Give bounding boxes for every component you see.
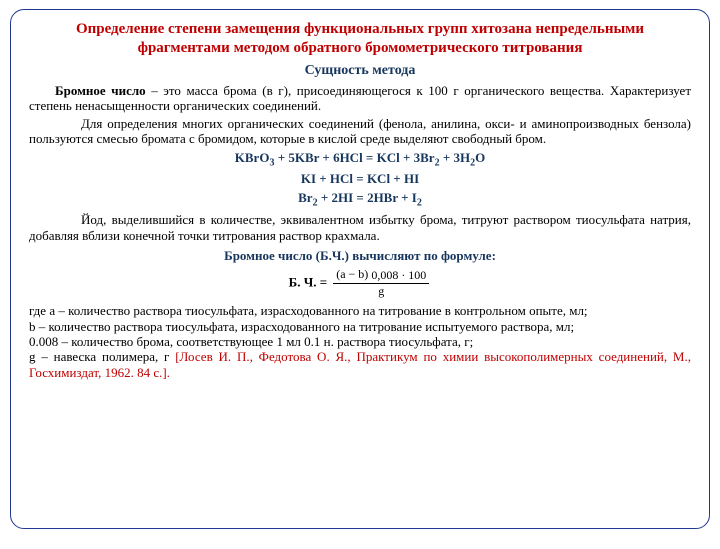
def-g-lead: g – навеска полимера, г: [29, 349, 175, 364]
title-line-1: Определение степени замещения функционал…: [76, 21, 644, 37]
def-c: 0.008 – количество брома, соответствующе…: [29, 334, 691, 349]
section-subtitle: Сущность метода: [29, 63, 691, 79]
paragraph-bromine-number-def: Бромное число – это масса брома (в г), п…: [29, 83, 691, 114]
paragraph-iodine: Йод, выделившийся в количестве, эквивале…: [29, 212, 691, 243]
slide-frame: Определение степени замещения функционал…: [10, 9, 710, 529]
equation-3: Br2 + 2HI = 2HBr + I2: [29, 190, 691, 209]
formula-label: Б. Ч. =: [289, 275, 328, 290]
formula-block: Б. Ч. = (a − b) 0,008 · 100 g: [29, 268, 691, 297]
title-line-2: фрагментами методом обратного бромометри…: [138, 40, 583, 56]
formula-fraction: (a − b) 0,008 · 100 g: [333, 268, 429, 297]
formula-tail: 0,008 · 100: [368, 268, 426, 282]
def-g: g – навеска полимера, г [Лосев И. П., Фе…: [29, 349, 691, 380]
formula-denominator: g: [333, 284, 429, 298]
def-a: где a – количество раствора тиосульфата,…: [29, 303, 691, 318]
formula-numerator: (a − b): [336, 267, 368, 281]
term-bromine-number: Бромное число: [55, 83, 146, 98]
equation-1: KBrO3 + 5KBr + 6HCl = KCl + 3Br2 + 3H2O: [29, 150, 691, 169]
equation-2: KI + HCl = KCl + HI: [29, 171, 691, 187]
paragraph-method-desc: Для определения многих органических соед…: [29, 116, 691, 147]
definitions-block: где a – количество раствора тиосульфата,…: [29, 303, 691, 380]
formula-heading: Бромное число (Б.Ч.) вычисляют по формул…: [29, 248, 691, 264]
main-title: Определение степени замещения функционал…: [29, 20, 691, 58]
def-b: b – количество раствора тиосульфата, изр…: [29, 319, 691, 334]
